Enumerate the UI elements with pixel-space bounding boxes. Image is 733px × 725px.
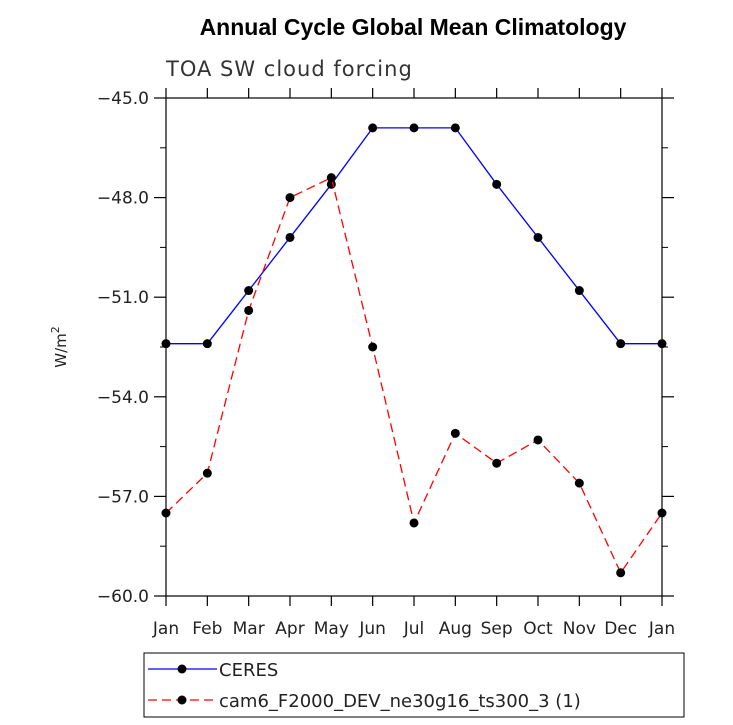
series-1-point [244, 286, 253, 295]
series-2-point [203, 469, 212, 478]
x-tick-label: May [314, 619, 349, 639]
y-tick-label: −54.0 [97, 388, 149, 408]
series-1-point [451, 123, 460, 132]
series-1-point [286, 233, 295, 242]
x-tick-label: Sep [481, 619, 513, 639]
series-2-point [492, 459, 501, 468]
series-2-point [451, 429, 460, 438]
x-tick-label: Aug [439, 619, 472, 639]
series-1-point [658, 339, 667, 348]
series-1-point [492, 180, 501, 189]
line-chart: −60.0 −57.0 −54.0 −51.0 −48.0 −45.0 Jan Feb Mar A… [0, 0, 733, 725]
series-2-point [410, 518, 419, 527]
legend-label-1: CERES [219, 660, 278, 681]
x-tick-label: Jul [403, 619, 425, 639]
series-2-point [616, 568, 625, 577]
y-axis-label: W/m2 [49, 326, 70, 368]
legend-marker-1 [178, 665, 187, 674]
x-tick-label: Mar [233, 619, 265, 639]
series-1-point [162, 339, 171, 348]
x-tick-label: Nov [563, 619, 596, 639]
series-2-point [575, 479, 584, 488]
series-1-point [534, 233, 543, 242]
y-axis-label-text: W/m [52, 333, 70, 368]
series-1-point [616, 339, 625, 348]
x-tick-label: Feb [192, 619, 222, 639]
legend-label-2: cam6_F2000_DEV_ne30g16_ts300_3 (1) [219, 691, 581, 712]
series-1-point [575, 286, 584, 295]
y-axis-label-superscript: 2 [49, 326, 62, 333]
x-tick-label: Oct [523, 619, 553, 639]
series-2-point [286, 193, 295, 202]
series-2-point [162, 509, 171, 518]
series-1-point [368, 123, 377, 132]
series-1-point [203, 339, 212, 348]
series-2-point [368, 343, 377, 352]
x-tick-label: Dec [604, 619, 637, 639]
series-2-point [534, 435, 543, 444]
series-2-point [327, 173, 336, 182]
series-line-1 [166, 128, 662, 344]
y-tick-label: −60.0 [97, 587, 149, 607]
x-tick-label: Jun [358, 619, 386, 639]
series-1-point [410, 123, 419, 132]
y-tick-label: −48.0 [97, 189, 149, 209]
series-2-point [658, 509, 667, 518]
y-tick-label: −51.0 [97, 288, 149, 308]
x-tick-label: Apr [275, 619, 304, 639]
series-2-point [244, 306, 253, 315]
y-tick-label: −57.0 [97, 487, 149, 507]
y-tick-label: −45.0 [97, 89, 149, 109]
series-line-2 [166, 178, 662, 573]
legend-marker-2 [178, 696, 187, 705]
x-tick-label: Jan [648, 619, 675, 639]
x-tick-label: Jan [152, 619, 179, 639]
